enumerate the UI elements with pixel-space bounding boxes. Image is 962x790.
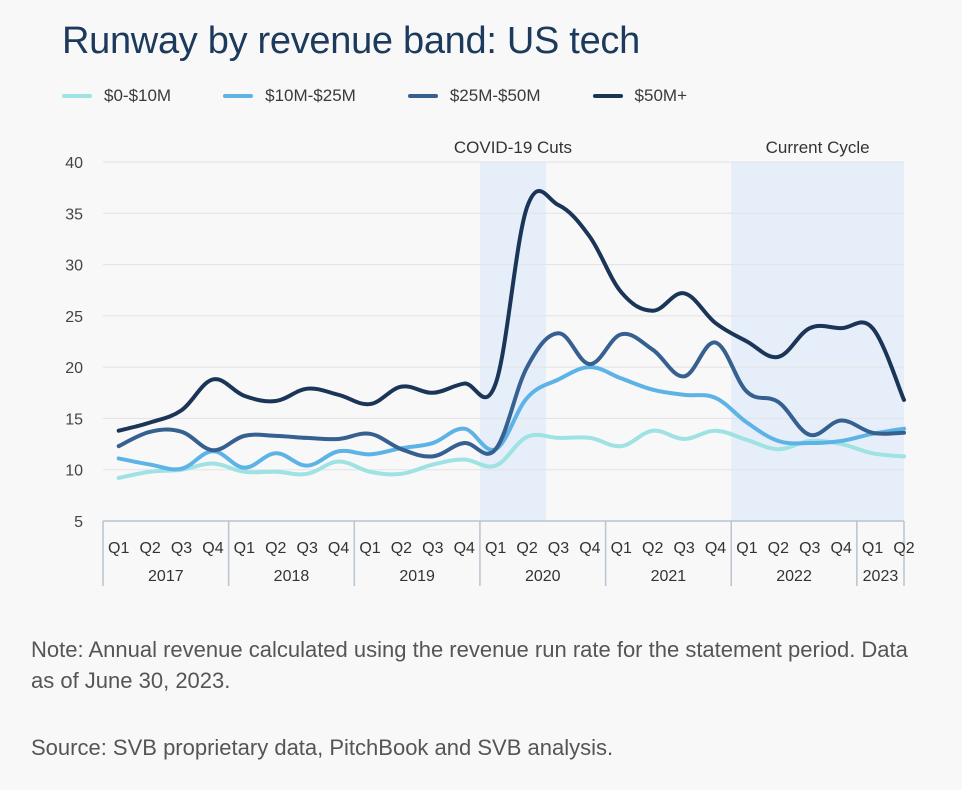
x-tick-label: Q2 (139, 540, 160, 557)
y-tick-label: 25 (65, 309, 83, 326)
legend-label: $25M-$50M (449, 86, 541, 105)
x-tick-label: Q3 (673, 540, 694, 557)
x-tick-label: Q4 (705, 540, 726, 557)
x-year-label: 2021 (651, 568, 687, 585)
x-tick-label: Q3 (297, 540, 318, 557)
legend-label: $0-$10M (104, 86, 172, 105)
y-tick-label: 10 (65, 463, 83, 480)
legend-item: $0-$10M (62, 86, 171, 106)
legend-item: $25M-$50M (407, 86, 541, 106)
legend-swatch (592, 94, 623, 98)
x-year-label: 2022 (776, 568, 812, 585)
x-tick-label: Q1 (108, 540, 129, 557)
x-tick-label: Q2 (391, 540, 412, 557)
series-line (116, 189, 906, 433)
legend-swatch (62, 94, 92, 98)
chart-note: Note: Annual revenue calculated using th… (31, 637, 908, 693)
y-tick-label: 40 (65, 155, 83, 172)
x-year-label: 2019 (399, 568, 435, 585)
line-chart: COVID-19 Cuts Current Cycle 5 10 15 20 25 30 35 4… (65, 138, 915, 586)
legend-label: $10M-$25M (265, 86, 356, 105)
x-tick-label: Q1 (485, 540, 506, 557)
x-tick-label: Q2 (768, 540, 789, 557)
x-tick-label: Q4 (328, 540, 349, 557)
x-tick-label: Q4 (831, 540, 852, 557)
x-tick-label: Q4 (454, 540, 475, 557)
x-tick-label: Q4 (579, 540, 600, 557)
y-tick-label: 15 (65, 411, 83, 428)
x-tick-label: Q3 (799, 540, 820, 557)
x-tick-label: Q3 (171, 540, 192, 557)
x-tick-label: Q1 (862, 540, 883, 557)
y-tick-label: 35 (65, 206, 83, 223)
x-tick-label: Q1 (736, 540, 757, 557)
band-label: Current Cycle (766, 138, 870, 157)
x-tick-label: Q1 (359, 540, 380, 557)
series-line (116, 365, 906, 472)
x-tick-label: Q2 (893, 540, 914, 557)
y-tick-label: 20 (65, 360, 83, 377)
shaded-band (479, 162, 546, 521)
x-tick-label: Q2 (516, 540, 537, 557)
x-year-label: 2020 (525, 568, 561, 585)
x-year-label: 2018 (274, 568, 310, 585)
x-tick-label: Q3 (548, 540, 569, 557)
x-tick-label: Q3 (422, 540, 443, 557)
legend-item: $10M-$25M (223, 86, 356, 106)
shaded-band (731, 162, 904, 521)
legend-swatch (223, 94, 254, 98)
series-line (116, 428, 906, 480)
legend-label: $50M+ (634, 86, 687, 105)
y-tick-label: 5 (74, 514, 83, 531)
x-tick-label: Q1 (611, 540, 632, 557)
chart-source: Source: SVB proprietary data, PitchBook … (31, 735, 614, 760)
y-tick-label: 30 (65, 258, 83, 275)
x-year-label: 2017 (148, 568, 184, 585)
series-line (116, 331, 906, 459)
legend-swatch (407, 94, 438, 98)
chart-title: Runway by revenue band: US tech (62, 20, 640, 62)
band-label: COVID-19 Cuts (454, 138, 572, 157)
x-tick-label: Q1 (234, 540, 255, 557)
x-tick-label: Q2 (642, 540, 663, 557)
legend-item: $50M+ (592, 86, 687, 106)
x-tick-label: Q4 (202, 540, 223, 557)
x-tick-label: Q2 (265, 540, 286, 557)
legend: $0-$10M $10M-$25M $25M-$50M $50M+ (62, 86, 739, 106)
x-year-label: 2023 (863, 568, 899, 585)
